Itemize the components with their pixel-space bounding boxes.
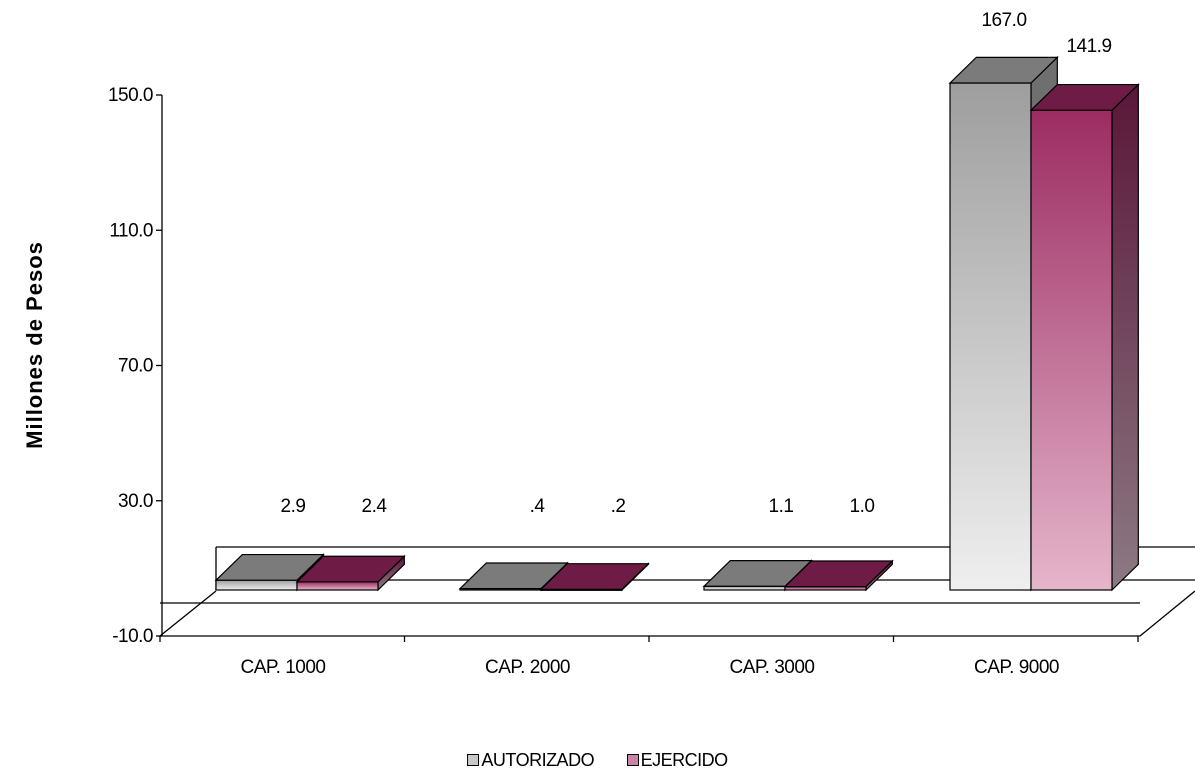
bar-top-face bbox=[458, 562, 569, 590]
x-category-label: CAP. 3000 bbox=[730, 657, 815, 678]
floor-outline bbox=[158, 590, 1195, 637]
bar-top-face bbox=[783, 560, 894, 588]
legend-item-autorizado: AUTORIZADO bbox=[467, 749, 595, 771]
legend-swatch-autorizado bbox=[467, 753, 480, 766]
data-label: 167.0 bbox=[981, 10, 1026, 31]
bar-ejercido-1 bbox=[295, 554, 406, 592]
data-label: 2.4 bbox=[362, 496, 388, 517]
x-category-label: CAP. 1000 bbox=[241, 657, 326, 678]
y-axis-title: Millones de Pesos bbox=[22, 241, 47, 449]
bar-top-face bbox=[539, 563, 650, 590]
x-category-label: CAP. 2000 bbox=[485, 657, 570, 678]
bar-ejercido-4 bbox=[1029, 83, 1140, 592]
bar-top-face bbox=[214, 553, 325, 581]
data-label: 2.9 bbox=[281, 496, 306, 517]
legend-label-autorizado: AUTORIZADO bbox=[481, 749, 595, 770]
legend: AUTORIZADO EJERCIDO bbox=[0, 749, 1195, 771]
bar-front-face bbox=[949, 82, 1032, 591]
x-category-label: CAP. 9000 bbox=[974, 657, 1059, 678]
data-label: 1.1 bbox=[769, 496, 794, 517]
bar-top-face bbox=[948, 56, 1059, 84]
legend-label-ejercido: EJERCIDO bbox=[640, 749, 729, 770]
y-tick-label: 30.0 bbox=[118, 491, 153, 512]
y-tick-label: 110.0 bbox=[109, 220, 153, 241]
data-label: .4 bbox=[530, 496, 546, 517]
data-label: 1.0 bbox=[850, 496, 875, 517]
bar-front-face bbox=[1030, 109, 1113, 591]
y-tick-label: -10.0 bbox=[112, 626, 153, 647]
bar-front-face bbox=[215, 579, 298, 591]
bar-ejercido-2 bbox=[539, 562, 650, 592]
bar-ejercido-3 bbox=[783, 559, 894, 592]
legend-item-ejercido: EJERCIDO bbox=[626, 749, 729, 771]
bar-side-face bbox=[1111, 83, 1139, 592]
data-label: .2 bbox=[611, 496, 626, 517]
data-label: 141.9 bbox=[1066, 36, 1111, 57]
legend-swatch-ejercido bbox=[626, 753, 639, 766]
bar-front-face bbox=[296, 581, 379, 591]
y-tick-label: 150.0 bbox=[108, 85, 153, 106]
bar-top-face bbox=[1029, 83, 1140, 111]
y-tick-label: 70.0 bbox=[118, 356, 153, 377]
bar-top-face bbox=[295, 555, 406, 583]
